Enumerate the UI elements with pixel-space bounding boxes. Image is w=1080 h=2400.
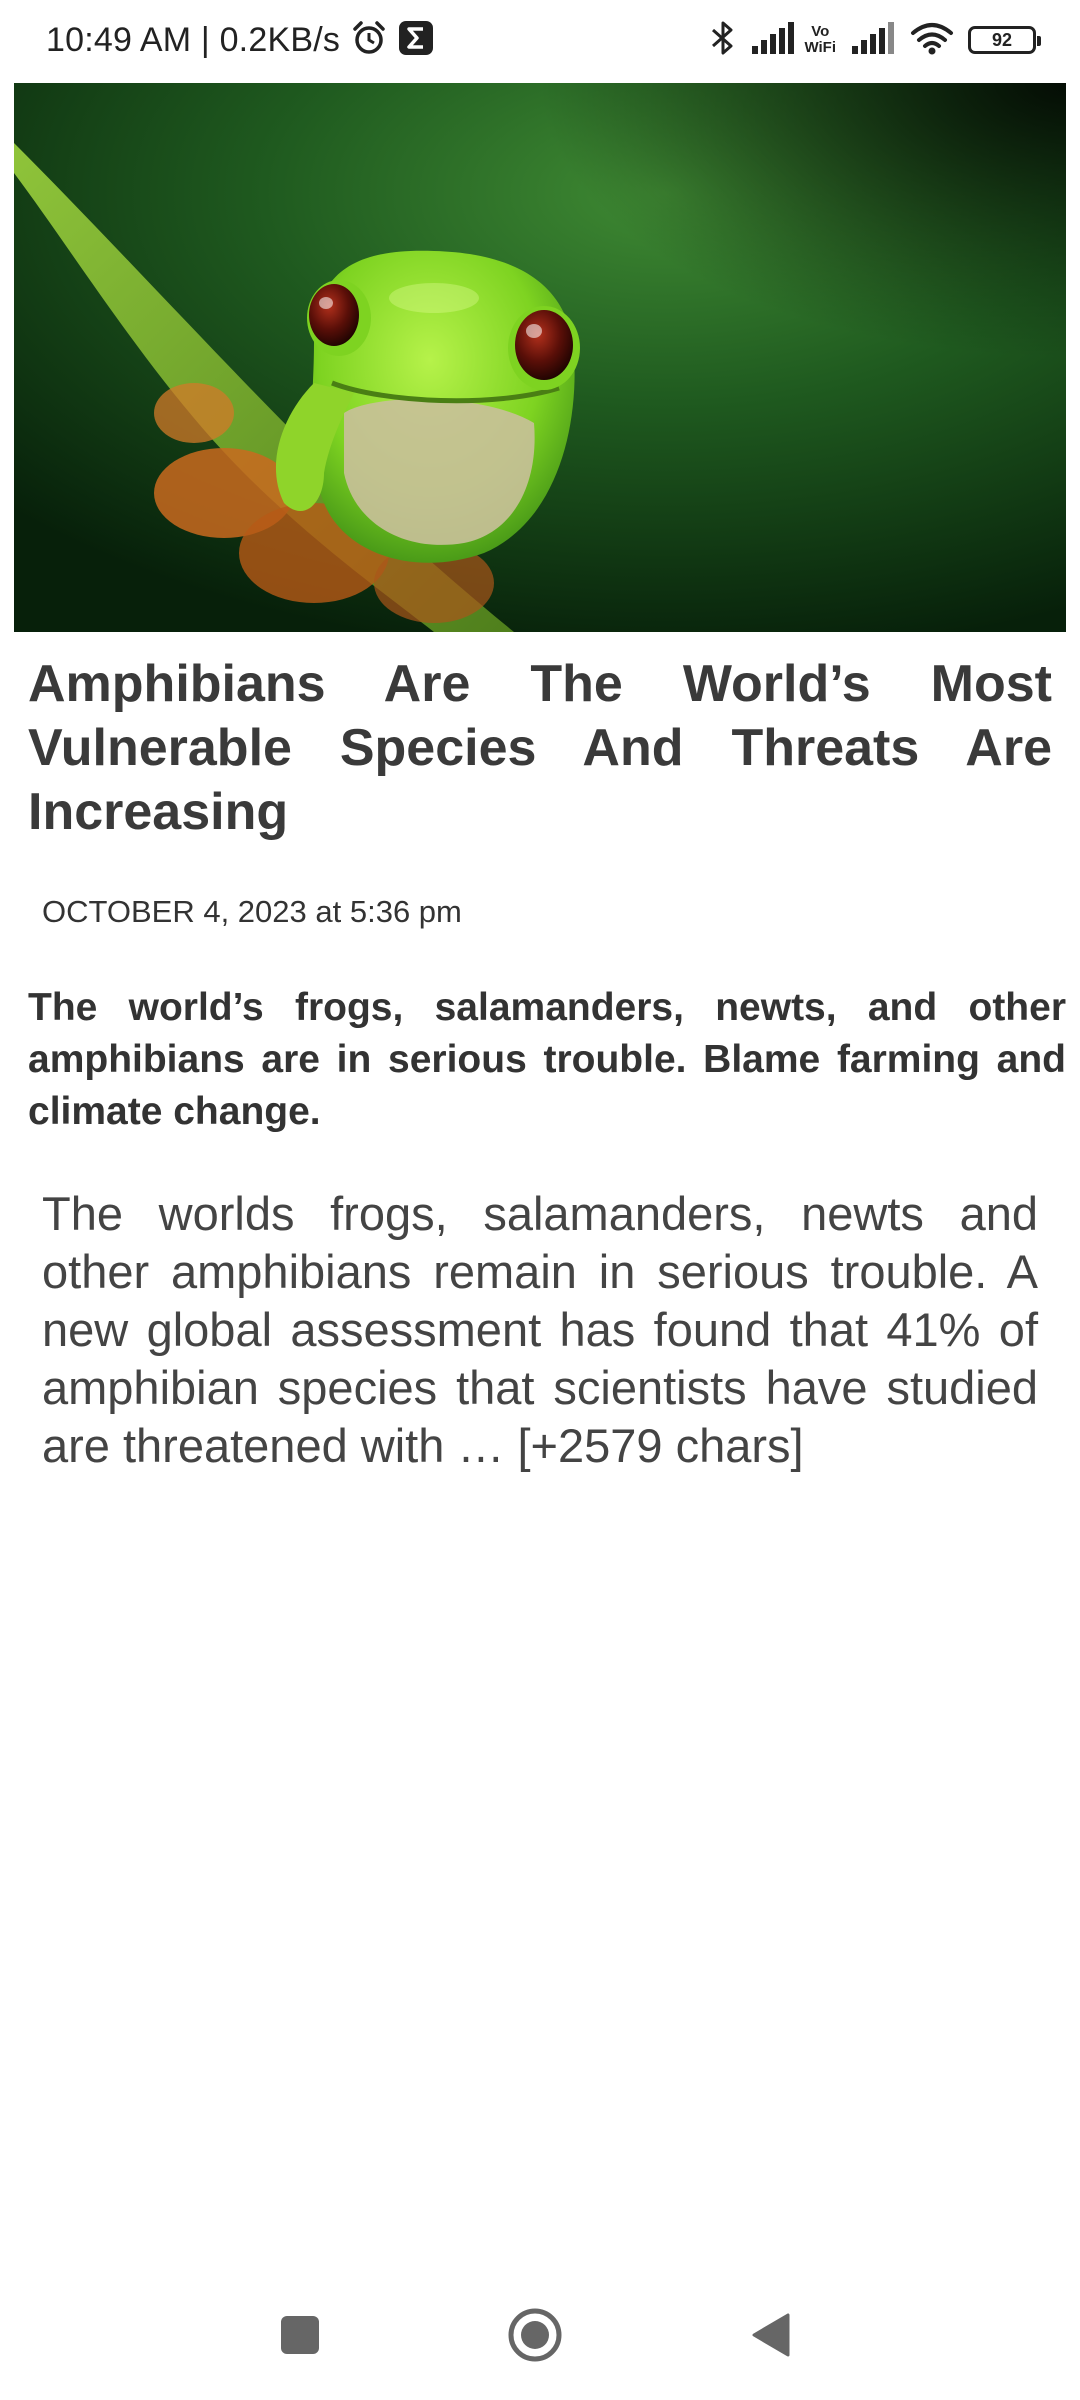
signal-icon [850, 21, 896, 59]
article-headline: Amphibians Are The World’s Most Vulnerab… [28, 655, 1052, 841]
back-button[interactable] [725, 2290, 815, 2380]
status-time: 10:49 AM | 0.2KB/s [46, 20, 341, 59]
alarm-icon [350, 19, 388, 62]
status-left: 10:49 AM | 0.2KB/s [46, 19, 434, 62]
status-right: Vo WiFi 92 [696, 19, 1041, 62]
battery-level: 92 [991, 29, 1013, 50]
battery-icon: 92 [968, 26, 1041, 54]
bluetooth-icon [710, 19, 736, 62]
article-summary: The world’s frogs, salamanders, newts, a… [28, 986, 1066, 1133]
status-bar: 10:49 AM | 0.2KB/s [0, 0, 1080, 80]
back-triangle-icon [752, 2313, 790, 2357]
sigma-notification-icon [398, 20, 434, 61]
recents-square-icon [281, 2316, 319, 2354]
recents-button[interactable] [255, 2290, 345, 2380]
article-body: The worlds frogs, salamanders, newts and… [42, 1187, 1038, 1472]
vowifi-bottom-label: WiFi [804, 39, 836, 56]
vowifi-icon: Vo WiFi [804, 24, 836, 56]
home-circle-icon [508, 2308, 562, 2362]
frog-photo [14, 83, 1066, 632]
navigation-bar [0, 2290, 1080, 2380]
article-image [14, 83, 1066, 632]
vowifi-top-label: Vo [811, 23, 830, 40]
article-timestamp: OCTOBER 4, 2023 at 5:36 pm [42, 894, 462, 929]
signal-icon [750, 21, 796, 59]
wifi-icon [910, 21, 954, 60]
home-button[interactable] [490, 2290, 580, 2380]
